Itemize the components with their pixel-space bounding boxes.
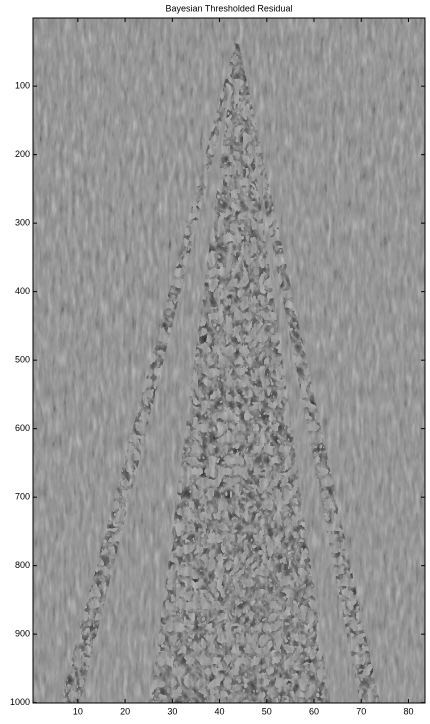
x-tick-label: 80 <box>403 706 413 716</box>
x-tick-label: 20 <box>120 706 130 716</box>
y-tick-label: 100 <box>15 81 30 91</box>
x-tick-label: 40 <box>215 706 225 716</box>
y-tick-label: 600 <box>15 423 30 433</box>
y-tick-label: 300 <box>15 218 30 228</box>
y-tick-label: 800 <box>15 560 30 570</box>
y-tick-label: 700 <box>15 492 30 502</box>
image-area <box>33 18 425 703</box>
y-tick-label: 400 <box>15 286 30 296</box>
chart: Bayesian Thresholded Residual 10 20 30 40 50… <box>0 0 430 719</box>
x-tick-label: 50 <box>262 706 272 716</box>
y-tick-label: 200 <box>15 149 30 159</box>
y-tick-label: 500 <box>15 355 30 365</box>
x-tick-label: 60 <box>309 706 319 716</box>
chart-title: Bayesian Thresholded Residual <box>166 3 293 13</box>
x-tick-label: 30 <box>167 706 177 716</box>
y-tick-label: 900 <box>15 629 30 639</box>
y-tick-label: 1000 <box>10 697 30 707</box>
x-tick-label: 70 <box>356 706 366 716</box>
x-tick-label: 10 <box>73 706 83 716</box>
